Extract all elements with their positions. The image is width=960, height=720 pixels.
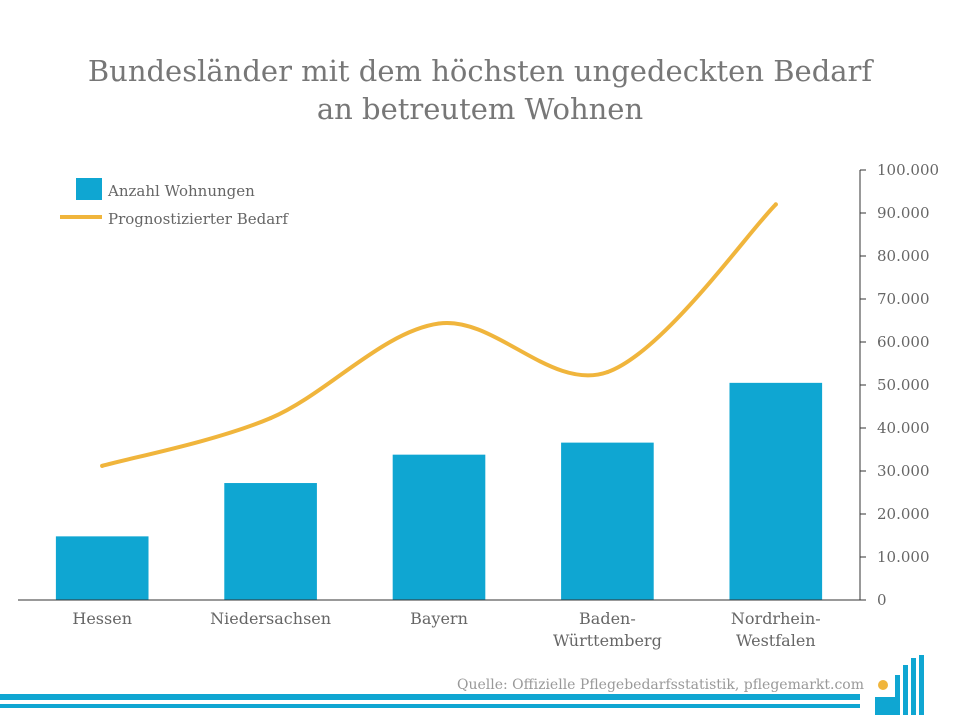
y-tick-label-0: 0 [877, 591, 887, 609]
logo-dot [878, 680, 888, 690]
y-tick-label-6: 60.000 [877, 333, 930, 351]
y-tick-label-10: 100.000 [877, 161, 939, 179]
bar-2 [392, 454, 486, 600]
line-point-0 [100, 463, 105, 468]
bar-0 [55, 536, 149, 600]
chart-title-line-1: Bundesländer mit dem höchsten ungedeckte… [87, 54, 873, 88]
chart-title: Bundesländer mit dem höchsten ungedeckte… [0, 52, 960, 128]
legend-swatch-anzahl-wohnungen [76, 178, 102, 200]
line-point-1 [268, 416, 273, 421]
x-tick-label-2: Bayern [410, 609, 468, 628]
x-tick-label-4: Nordrhein-Westfalen [731, 609, 821, 650]
y-tick-label-7: 70.000 [877, 290, 930, 308]
line-series-prognostizierter-bedarf [100, 202, 778, 468]
line-point-2 [437, 321, 441, 326]
y-tick-label-9: 90.000 [877, 204, 930, 222]
bar-1 [224, 483, 317, 600]
bar-4 [729, 382, 823, 600]
y-tick-label-2: 20.000 [877, 505, 930, 523]
legend-label-prognostizierter-bedarf: Prognostizierter Bedarf [108, 210, 289, 228]
x-tick-label-1: Niedersachsen [210, 609, 331, 628]
legend: Anzahl Wohnungen Prognostizierter Bedarf [60, 178, 289, 228]
line-point-4 [773, 202, 778, 207]
x-tick-label-3: Baden-Württemberg [553, 609, 662, 650]
bar-series [55, 382, 823, 600]
line-point-3 [605, 370, 610, 375]
y-tick-label-1: 10.000 [877, 548, 930, 566]
x-axis-labels: Hessen Niedersachsen Bayern Baden-Württembe… [72, 609, 820, 650]
y-tick-label-3: 30.000 [877, 462, 930, 480]
bar-3 [561, 442, 654, 600]
y-tick-label-4: 40.000 [877, 419, 930, 437]
x-tick-label-0: Hessen [72, 609, 132, 628]
y-axis-ticks: 0 10.000 20.000 30.000 40.000 50.000 60.000 70.… [860, 161, 939, 609]
legend-label-anzahl-wohnungen: Anzahl Wohnungen [107, 182, 255, 200]
pflegemarkt-logo [875, 655, 924, 715]
y-tick-label-8: 80.000 [877, 247, 930, 265]
chart-title-line-2: an betreutem Wohnen [316, 92, 644, 126]
source-note: Quelle: Offizielle Pflegebedarfsstatisti… [457, 677, 864, 693]
y-tick-label-5: 50.000 [877, 376, 930, 394]
footer-stripe [0, 694, 860, 708]
